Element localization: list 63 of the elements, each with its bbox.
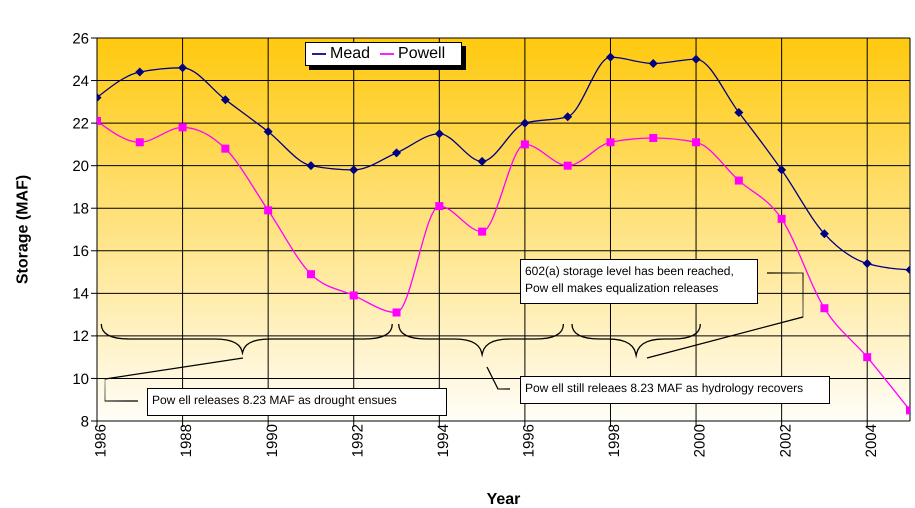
- text-box: Pow ell still releaes 8.23 MAF as hydrology recovers: [520, 376, 830, 404]
- point: [478, 228, 486, 236]
- x-tick-label: 2004: [862, 424, 880, 458]
- point: [863, 353, 872, 362]
- y-tick-label: 14: [72, 286, 89, 303]
- y-tick-label: 10: [72, 370, 89, 388]
- point: [520, 118, 530, 128]
- legend-label: Mead: [330, 45, 370, 62]
- point: [563, 112, 572, 122]
- x-tick-label: 2000: [692, 424, 709, 458]
- y-tick-label: 20: [72, 158, 89, 175]
- x-tick-label: 1994: [434, 424, 452, 458]
- point: [434, 129, 444, 138]
- text-box: 602(a) storage level has been reached, Pow ell makes equalization releases: [520, 259, 758, 304]
- x-tick-label: 1996: [520, 424, 538, 458]
- point: [178, 63, 188, 72]
- text-box: Pow ell releases 8.23 MAF as drought ensues: [147, 388, 447, 416]
- point: [777, 165, 786, 174]
- point: [135, 68, 144, 77]
- point: [392, 308, 401, 316]
- point: [478, 156, 487, 166]
- x-axis-title: Year: [486, 491, 520, 508]
- point: [862, 259, 872, 268]
- point: [520, 140, 529, 148]
- point: [606, 138, 614, 146]
- point: [820, 229, 829, 238]
- x-tick-label: 1986: [92, 424, 110, 458]
- legend-label: Powell: [398, 45, 446, 62]
- x-tick-label: 1992: [349, 424, 366, 458]
- point: [820, 304, 828, 312]
- point: [220, 95, 230, 104]
- y-tick-label: 12: [72, 328, 89, 346]
- y-axis-title: Storage (MAF): [14, 174, 32, 284]
- point: [734, 176, 743, 185]
- point: [692, 54, 701, 64]
- point: [221, 144, 230, 153]
- y-tick-label: 16: [72, 243, 89, 260]
- x-tick-label: 1988: [178, 424, 196, 458]
- point: [692, 138, 700, 146]
- point: [264, 206, 272, 214]
- y-tick-label: 8: [80, 413, 89, 430]
- point: [306, 161, 316, 170]
- y-tick-label: 18: [72, 200, 89, 218]
- point: [734, 108, 744, 117]
- point: [306, 270, 315, 278]
- point: [564, 162, 572, 170]
- x-tick-label: 2002: [777, 424, 794, 458]
- point: [178, 123, 187, 132]
- y-tick-label: 22: [72, 115, 89, 132]
- point: [778, 214, 786, 223]
- point: [435, 202, 444, 210]
- point: [648, 59, 658, 68]
- point: [349, 165, 358, 174]
- y-tick-label: 26: [72, 30, 89, 48]
- point: [392, 148, 402, 158]
- point: [649, 134, 658, 142]
- point: [136, 138, 144, 146]
- point: [350, 291, 358, 300]
- x-tick-label: 1990: [264, 424, 281, 458]
- x-tick-label: 1998: [606, 424, 624, 458]
- y-tick-label: 24: [72, 72, 89, 90]
- point: [264, 127, 273, 136]
- point: [606, 52, 615, 62]
